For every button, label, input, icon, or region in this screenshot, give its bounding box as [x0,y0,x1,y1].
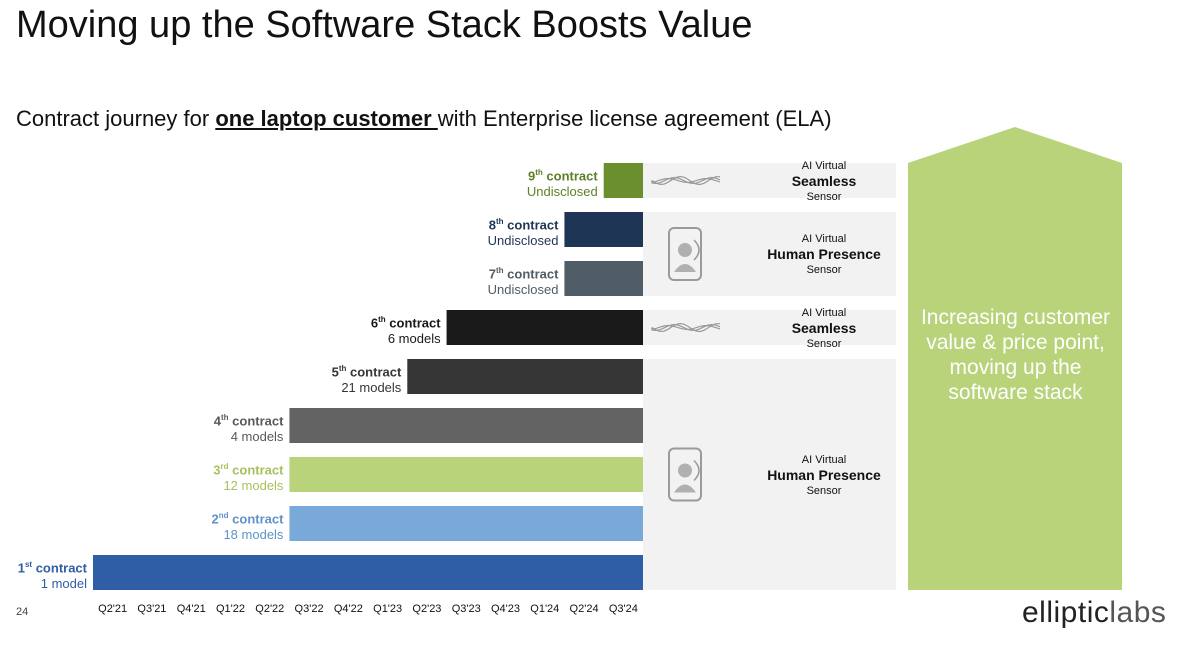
contract-label-5: 5th contract 21 models [331,364,402,396]
value-arrow [908,127,1122,590]
subtitle-suffix: with Enterprise license agreement (ELA) [437,106,832,131]
x-tick-label: Q3'24 [608,603,638,615]
contract-label-9: 9th contract Undisclosed [526,168,598,200]
waveform-icon [651,175,721,186]
x-tick-label: Q2'21 [98,603,128,615]
subtitle-prefix: Contract journey for [16,106,216,131]
contract-label-7: 7th contract Undisclosed [487,266,559,298]
panel-label: AI Virtual Seamless Sensor [791,306,857,350]
subtitle-emphasis: one laptop customer [215,106,438,131]
contract-label-8: 8th contract Undisclosed [487,217,559,249]
page-number: 24 [16,606,29,618]
x-tick-label: Q2'22 [255,603,285,615]
contract-bar-1 [93,555,643,590]
contract-bar-2 [289,506,643,541]
page-title: Moving up the Software Stack Boosts Valu… [16,4,753,46]
x-tick-label: Q3'21 [137,603,167,615]
logo-light: labs [1109,596,1167,629]
product-panel [643,310,896,345]
contract-label-1: 1st contract 1 model [17,560,87,592]
waveform-icon [651,322,721,333]
panel-label: AI Virtual Human Presence Sensor [767,453,881,497]
x-tick-label: Q3'22 [294,603,324,615]
person-phone-icon [668,227,702,281]
contract-bar-4 [289,408,643,443]
contract-bar-7 [564,261,643,296]
x-tick-label: Q2'23 [412,603,442,615]
contract-label-6: 6th contract 6 models [370,315,441,347]
panel-label: AI Virtual Seamless Sensor [791,159,857,203]
contract-bar-6 [446,310,643,345]
x-tick-label: Q4'21 [176,603,206,615]
contract-bar-3 [289,457,643,492]
x-tick-label: Q1'23 [373,603,403,615]
panels-layer [643,163,896,590]
contract-label-3: 3rd contract 12 models [213,462,284,494]
x-tick-label: Q1'22 [215,603,246,615]
contract-bar-8 [564,212,643,247]
x-tick-label: Q4'23 [490,603,521,615]
person-phone-icon [668,447,702,502]
contract-bar-9 [603,163,643,198]
x-tick-label: Q3'23 [451,603,481,615]
x-tick-label: Q2'24 [569,603,599,615]
bars-layer [93,163,643,590]
contract-label-2: 2nd contract 18 models [211,511,284,543]
arrow-text: Increasing customer value & price point,… [920,306,1111,404]
x-tick-label: Q1'24 [530,603,560,615]
x-tick-label: Q4'22 [333,603,363,615]
elliptic-labs-logo: ellipticlabs [1022,596,1166,630]
contract-label-4: 4th contract 4 models [213,413,284,445]
contract-bar-5 [407,359,643,394]
panel-label: AI Virtual Human Presence Sensor [767,233,881,276]
product-panel [643,163,896,198]
logo-bold: elliptic [1022,596,1110,629]
subtitle: Contract journey for one laptop customer… [16,106,832,132]
